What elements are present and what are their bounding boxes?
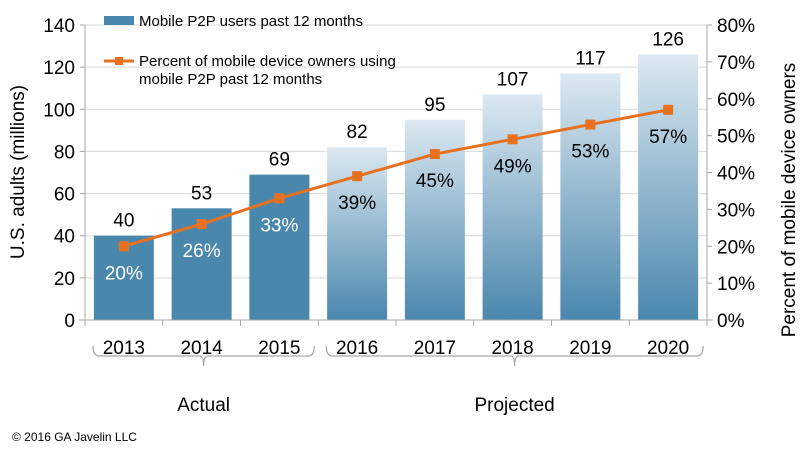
y-tick-label: 140	[43, 16, 75, 37]
line-label: 33%	[260, 215, 298, 236]
bar-label: 69	[269, 150, 290, 171]
axes: 0 20 40 60 80 100 120 140 0% 10% 20% 30% 40% 50% 60% 70…	[43, 16, 755, 359]
bar-label: 40	[113, 211, 134, 232]
y2-tick-label: 60%	[717, 90, 755, 111]
y-tick-label: 40	[54, 227, 75, 248]
bar-2018	[482, 94, 543, 321]
x-tick-label: 2015	[258, 338, 300, 359]
line-label: 45%	[416, 171, 454, 192]
line-marker	[507, 134, 518, 145]
line-label: 20%	[105, 263, 143, 284]
copyright: © 2016 GA Javelin LLC	[12, 430, 137, 444]
x-tick-label: 2018	[491, 338, 533, 359]
line-marker	[274, 193, 285, 204]
line-marker	[118, 241, 129, 252]
bar-label: 53	[191, 183, 212, 204]
y-tick-label: 100	[43, 100, 75, 121]
y2-tick-label: 20%	[717, 237, 755, 258]
y-tick-label: 120	[43, 58, 75, 79]
data-labels: 40 53 69 82 95 107 117 126 20% 26% 33% 39% 45% 49% 53%…	[105, 30, 687, 285]
line-marker	[429, 149, 440, 160]
legend-swatch-bar	[104, 16, 134, 25]
x-tick-label: 2016	[336, 338, 378, 359]
category-groups: Actual Projected	[92, 345, 704, 416]
line-label: 39%	[338, 193, 376, 214]
y2-axis-title: Percent of mobile device owners	[779, 63, 800, 338]
y2-tick-label: 40%	[717, 164, 755, 185]
bar-label: 95	[424, 95, 445, 116]
line-label: 26%	[183, 241, 221, 262]
line-marker	[352, 171, 363, 182]
group-brace	[325, 345, 704, 367]
y-tick-label: 60	[54, 185, 75, 206]
line-label: 53%	[571, 142, 609, 163]
y2-tick-label: 50%	[717, 127, 755, 148]
line-label: 49%	[494, 156, 532, 177]
bar-label: 107	[497, 70, 529, 91]
legend-swatch-marker	[115, 57, 123, 65]
line-marker	[585, 119, 596, 130]
x-tick-label: 2014	[180, 338, 223, 359]
bars	[93, 54, 699, 321]
line-label: 57%	[649, 127, 687, 148]
group-label: Actual	[177, 395, 230, 416]
y-axis-title: U.S. adults (millions)	[8, 85, 29, 259]
percent-line	[118, 104, 674, 252]
x-tick-label: 2013	[103, 338, 145, 359]
bar-label: 126	[652, 30, 684, 51]
legend-label-bar: Mobile P2P users past 12 months	[139, 13, 363, 30]
y2-tick-label: 10%	[717, 274, 755, 295]
y-tick-label: 0	[64, 311, 75, 332]
line-marker	[663, 104, 674, 115]
legend: Mobile P2P users past 12 months Percent …	[104, 13, 396, 88]
y2-tick-label: 80%	[717, 16, 755, 37]
y-tick-label: 80	[54, 142, 75, 163]
x-tick-label: 2019	[569, 338, 611, 359]
y2-tick-label: 70%	[717, 53, 755, 74]
x-tick-label: 2020	[647, 338, 689, 359]
group-label: Projected	[474, 395, 554, 416]
x-tick-label: 2017	[414, 338, 456, 359]
bar-2020	[638, 54, 699, 320]
group-brace	[92, 345, 315, 367]
line-marker	[196, 219, 207, 230]
y2-tick-label: 0%	[717, 311, 745, 332]
bar-2019	[560, 73, 621, 320]
y-tick-label: 20	[54, 269, 75, 290]
y2-tick-label: 30%	[717, 200, 755, 221]
percent-line-path	[123, 108, 669, 248]
bar-label: 117	[575, 48, 605, 69]
bar-label: 82	[347, 122, 368, 143]
legend-label-line: Percent of mobile device owners using mob…	[139, 53, 396, 88]
